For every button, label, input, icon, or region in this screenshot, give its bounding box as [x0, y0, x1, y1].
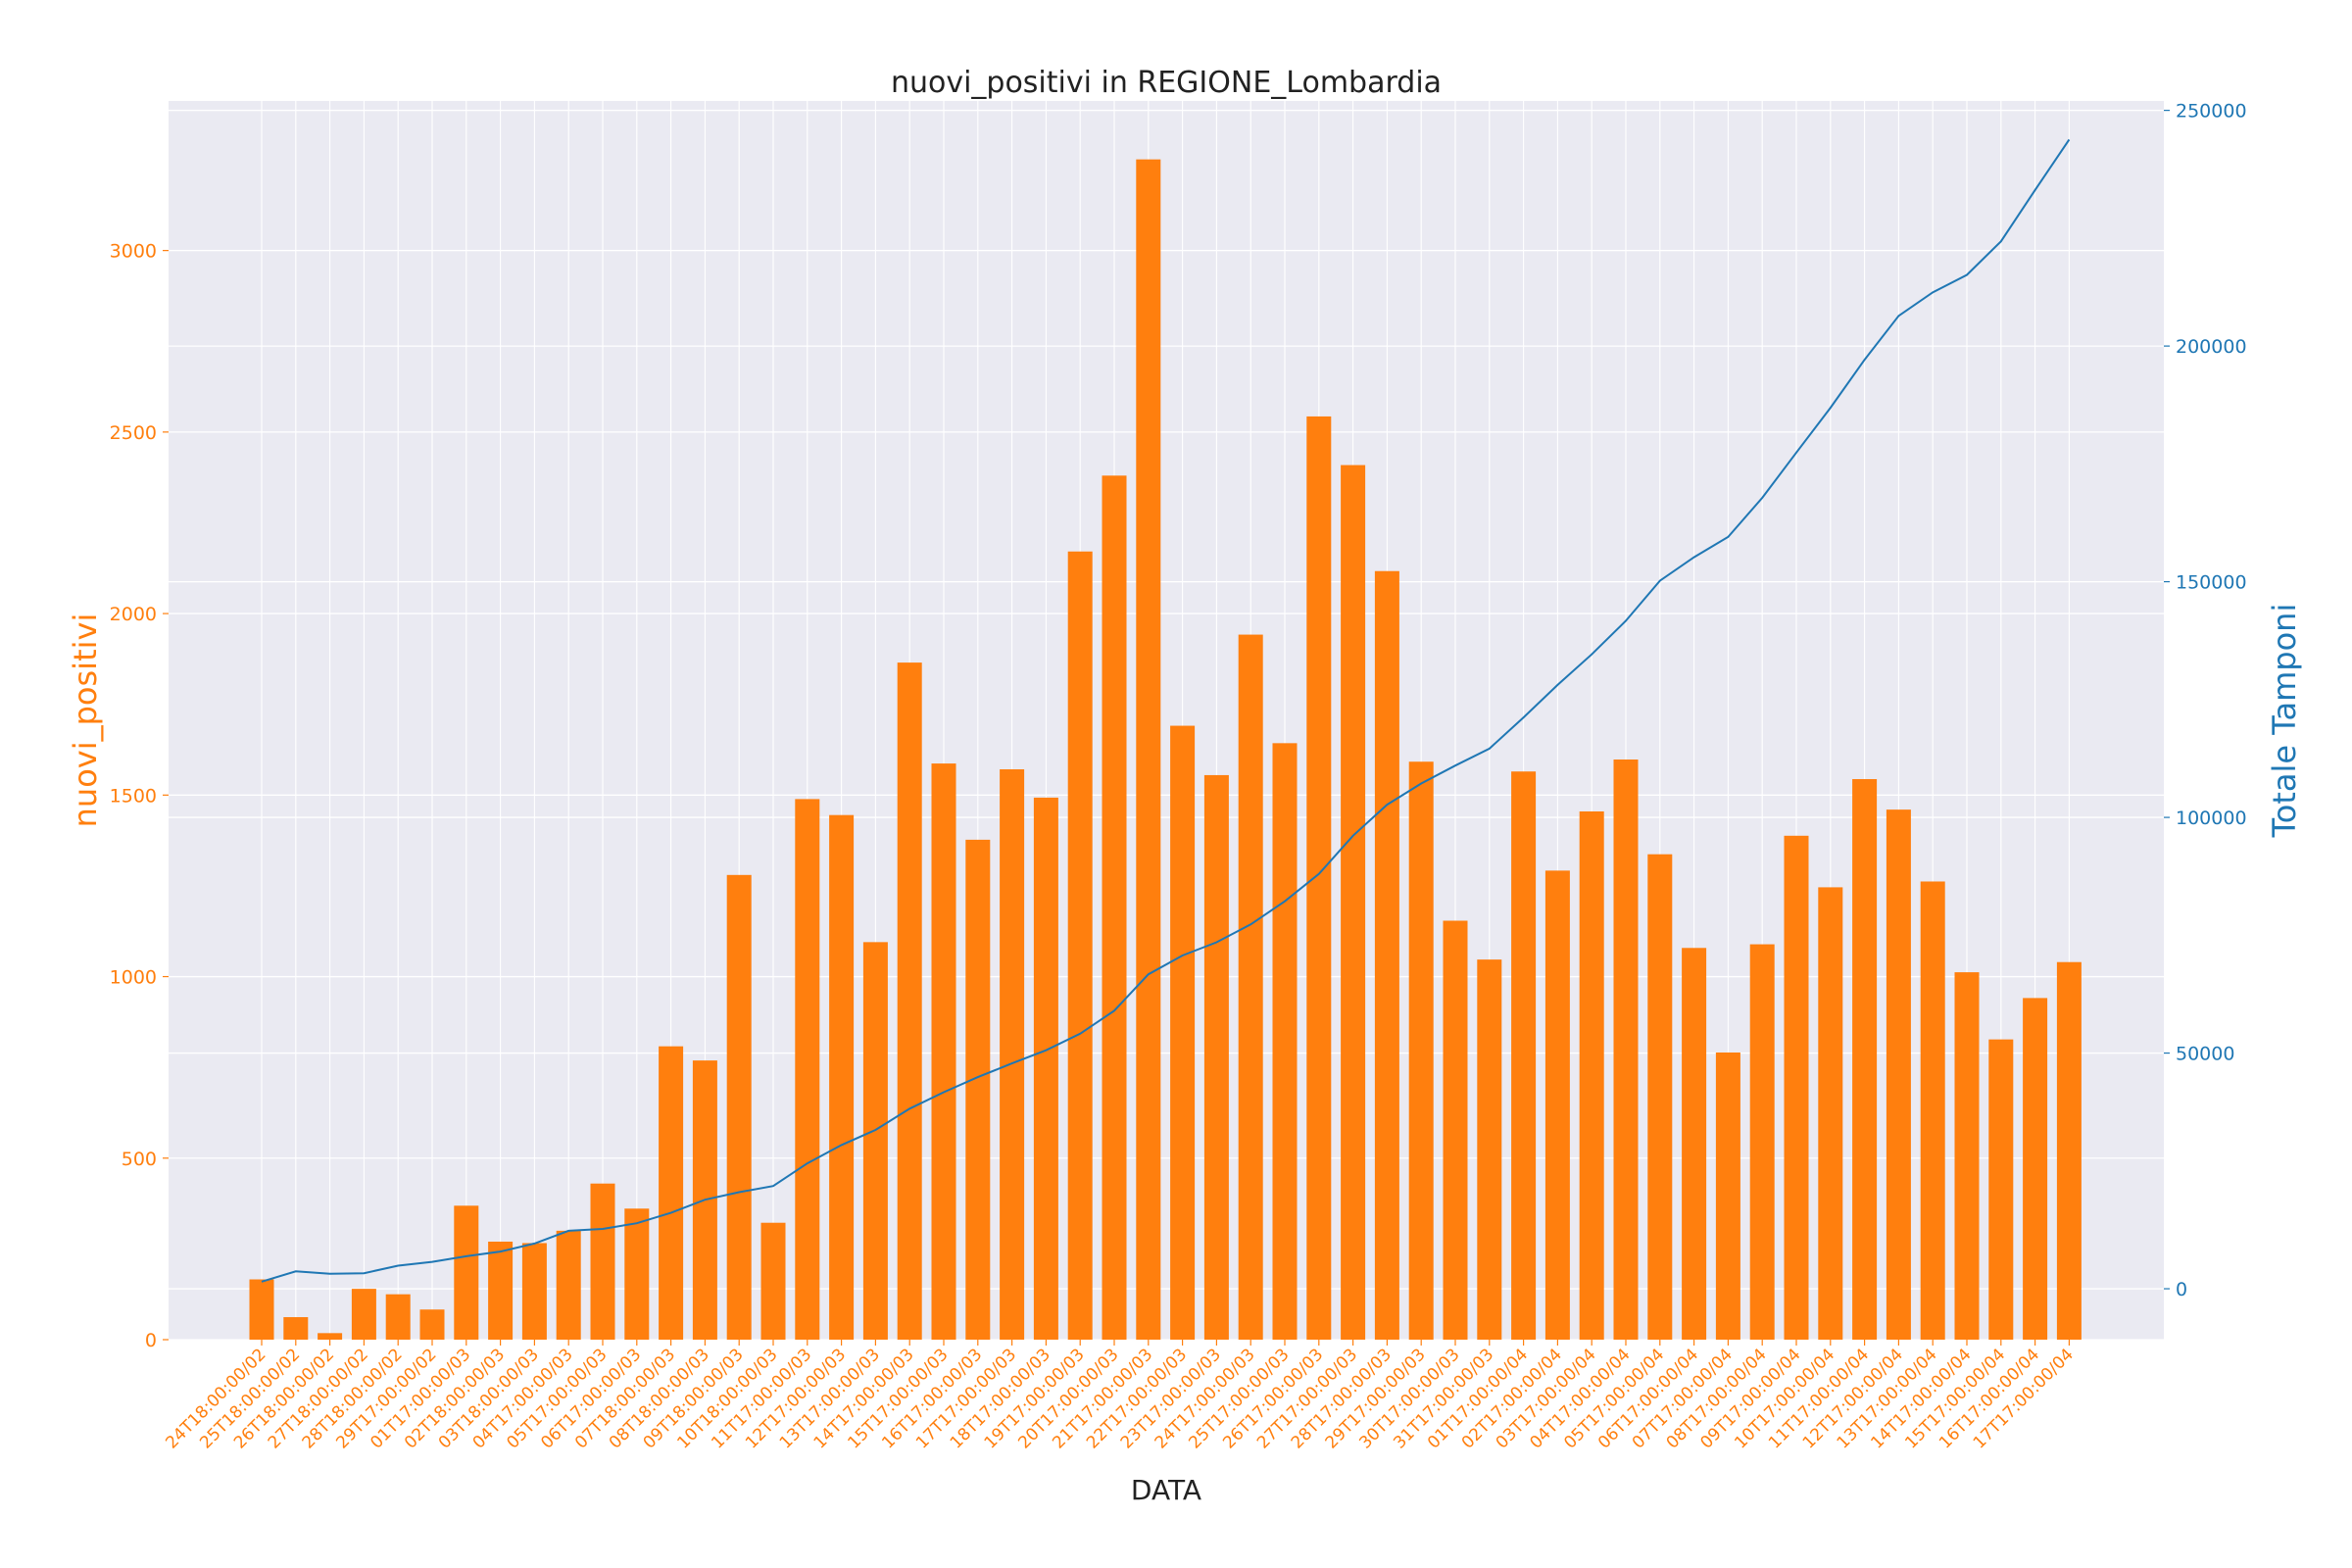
bar	[1033, 797, 1058, 1340]
bar	[829, 814, 855, 1340]
bar	[1443, 920, 1468, 1340]
bar	[931, 763, 956, 1340]
tick-label-right: 250000	[2176, 101, 2247, 122]
bar	[1067, 551, 1093, 1340]
bar	[1749, 944, 1775, 1340]
bar	[1272, 743, 1298, 1340]
bar	[1818, 887, 1843, 1340]
bar	[556, 1230, 581, 1340]
bar	[419, 1309, 445, 1340]
bar	[1852, 779, 1878, 1340]
bar	[1647, 854, 1673, 1340]
line-series	[261, 138, 2071, 1283]
bar	[1000, 769, 1025, 1340]
bar	[1477, 959, 1502, 1340]
bar	[965, 839, 991, 1340]
tick-label-left: 1000	[110, 967, 157, 989]
bar	[1682, 948, 1707, 1340]
bar	[2023, 998, 2048, 1340]
bar-series	[249, 159, 2082, 1341]
bar	[1511, 771, 1537, 1340]
bar	[1954, 972, 1980, 1340]
tick-label-right: 150000	[2176, 572, 2247, 594]
bar	[1306, 416, 1332, 1340]
bar	[1203, 774, 1229, 1340]
bar	[249, 1279, 274, 1340]
bar	[488, 1241, 514, 1340]
bar	[1374, 570, 1399, 1340]
chart-title: nuovi_positivi in REGIONE_Lombardia	[891, 66, 1442, 100]
bar	[283, 1317, 309, 1340]
bar	[454, 1205, 479, 1340]
tick-label-left: 500	[122, 1149, 157, 1170]
bar	[659, 1046, 684, 1340]
tick-label-left: 0	[145, 1330, 157, 1351]
line-series-path	[261, 138, 2071, 1283]
bar	[624, 1208, 650, 1340]
bar	[1408, 761, 1434, 1340]
tick-label-left: 2000	[110, 604, 157, 625]
y-axis-left-label: nuovi_positivi	[67, 613, 104, 828]
tick-label-left: 2500	[110, 422, 157, 444]
bar	[1988, 1039, 2014, 1340]
x-axis-ticks: 24T18:00:00/0225T18:00:00/0226T18:00:00/…	[162, 1340, 2078, 1453]
tick-label-right: 200000	[2176, 336, 2247, 358]
bar	[351, 1289, 376, 1340]
bar	[1102, 475, 1127, 1340]
y-axis-right-ticks: 0 50000 100000 150000 200000 250000	[2164, 101, 2247, 1300]
tick-label-right: 0	[2176, 1279, 2187, 1300]
tick-label-left: 1500	[110, 785, 157, 807]
bar	[521, 1243, 547, 1340]
bar	[897, 662, 922, 1340]
y-axis-right-label: Totale Tamponi	[2266, 604, 2303, 839]
bar	[590, 1183, 615, 1340]
bar	[318, 1333, 343, 1340]
bar	[1238, 634, 1263, 1340]
bar	[1170, 725, 1196, 1340]
bar	[1715, 1052, 1740, 1340]
bar	[1613, 760, 1639, 1340]
bar	[1784, 835, 1809, 1340]
bar	[1886, 809, 1911, 1340]
bar	[760, 1222, 786, 1340]
tick-label-right: 50000	[2176, 1044, 2234, 1065]
x-axis-label: DATA	[1131, 1474, 1201, 1506]
bar	[2056, 961, 2082, 1340]
tick-label-right: 100000	[2176, 808, 2247, 829]
bar	[385, 1294, 411, 1340]
bar	[862, 942, 888, 1340]
bar	[1341, 465, 1366, 1340]
y-axis-left-ticks: 0 500 1000 1500 2000 2500 3000	[110, 241, 169, 1351]
bar	[1579, 810, 1604, 1340]
bar	[1136, 159, 1161, 1341]
bar	[1544, 870, 1570, 1340]
bar	[1920, 881, 1945, 1340]
tick-label-left: 3000	[110, 241, 157, 263]
bar	[795, 799, 820, 1340]
bar	[726, 874, 752, 1340]
